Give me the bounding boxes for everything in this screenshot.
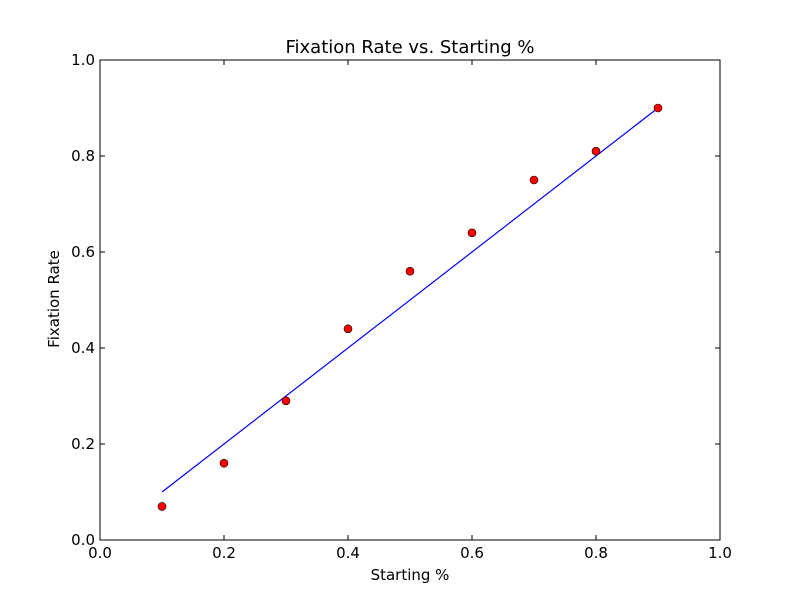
x-axis-label: Starting % [371, 566, 450, 584]
chart-title: Fixation Rate vs. Starting % [285, 37, 534, 58]
y-tick-label: 1.0 [71, 51, 95, 69]
x-tick-label: 0.2 [212, 544, 236, 562]
x-tick-label: 0.4 [336, 544, 360, 562]
data-point [467, 228, 477, 238]
axes: 0.0 0.2 0.4 0.6 0.8 1.0 0.0 0.2 0.4 0.6 0.8 1.0 [71, 51, 732, 562]
y-tick-label: 0.0 [71, 531, 95, 549]
data-point [281, 396, 291, 406]
plot-frame [99, 59, 721, 541]
data-point [219, 458, 229, 468]
data-point [157, 502, 167, 511]
data-point [653, 103, 663, 113]
x-tick-label: 0.8 [584, 544, 608, 562]
y-axis-label: Fixation Rate [45, 250, 63, 348]
data-point [591, 146, 601, 156]
y-tick-label: 0.4 [71, 339, 95, 357]
y-tick-label: 0.2 [71, 435, 95, 453]
x-tick-label: 1.0 [708, 544, 732, 562]
plot-area [157, 103, 663, 511]
y-tick-label: 0.8 [71, 147, 95, 165]
data-point [343, 324, 353, 334]
data-point [405, 266, 415, 276]
y-tick-label: 0.6 [71, 243, 95, 261]
x-tick-label: 0.6 [460, 544, 484, 562]
data-point [529, 175, 539, 185]
x-tick-label: 0.0 [88, 544, 112, 562]
fit-line [161, 107, 659, 493]
